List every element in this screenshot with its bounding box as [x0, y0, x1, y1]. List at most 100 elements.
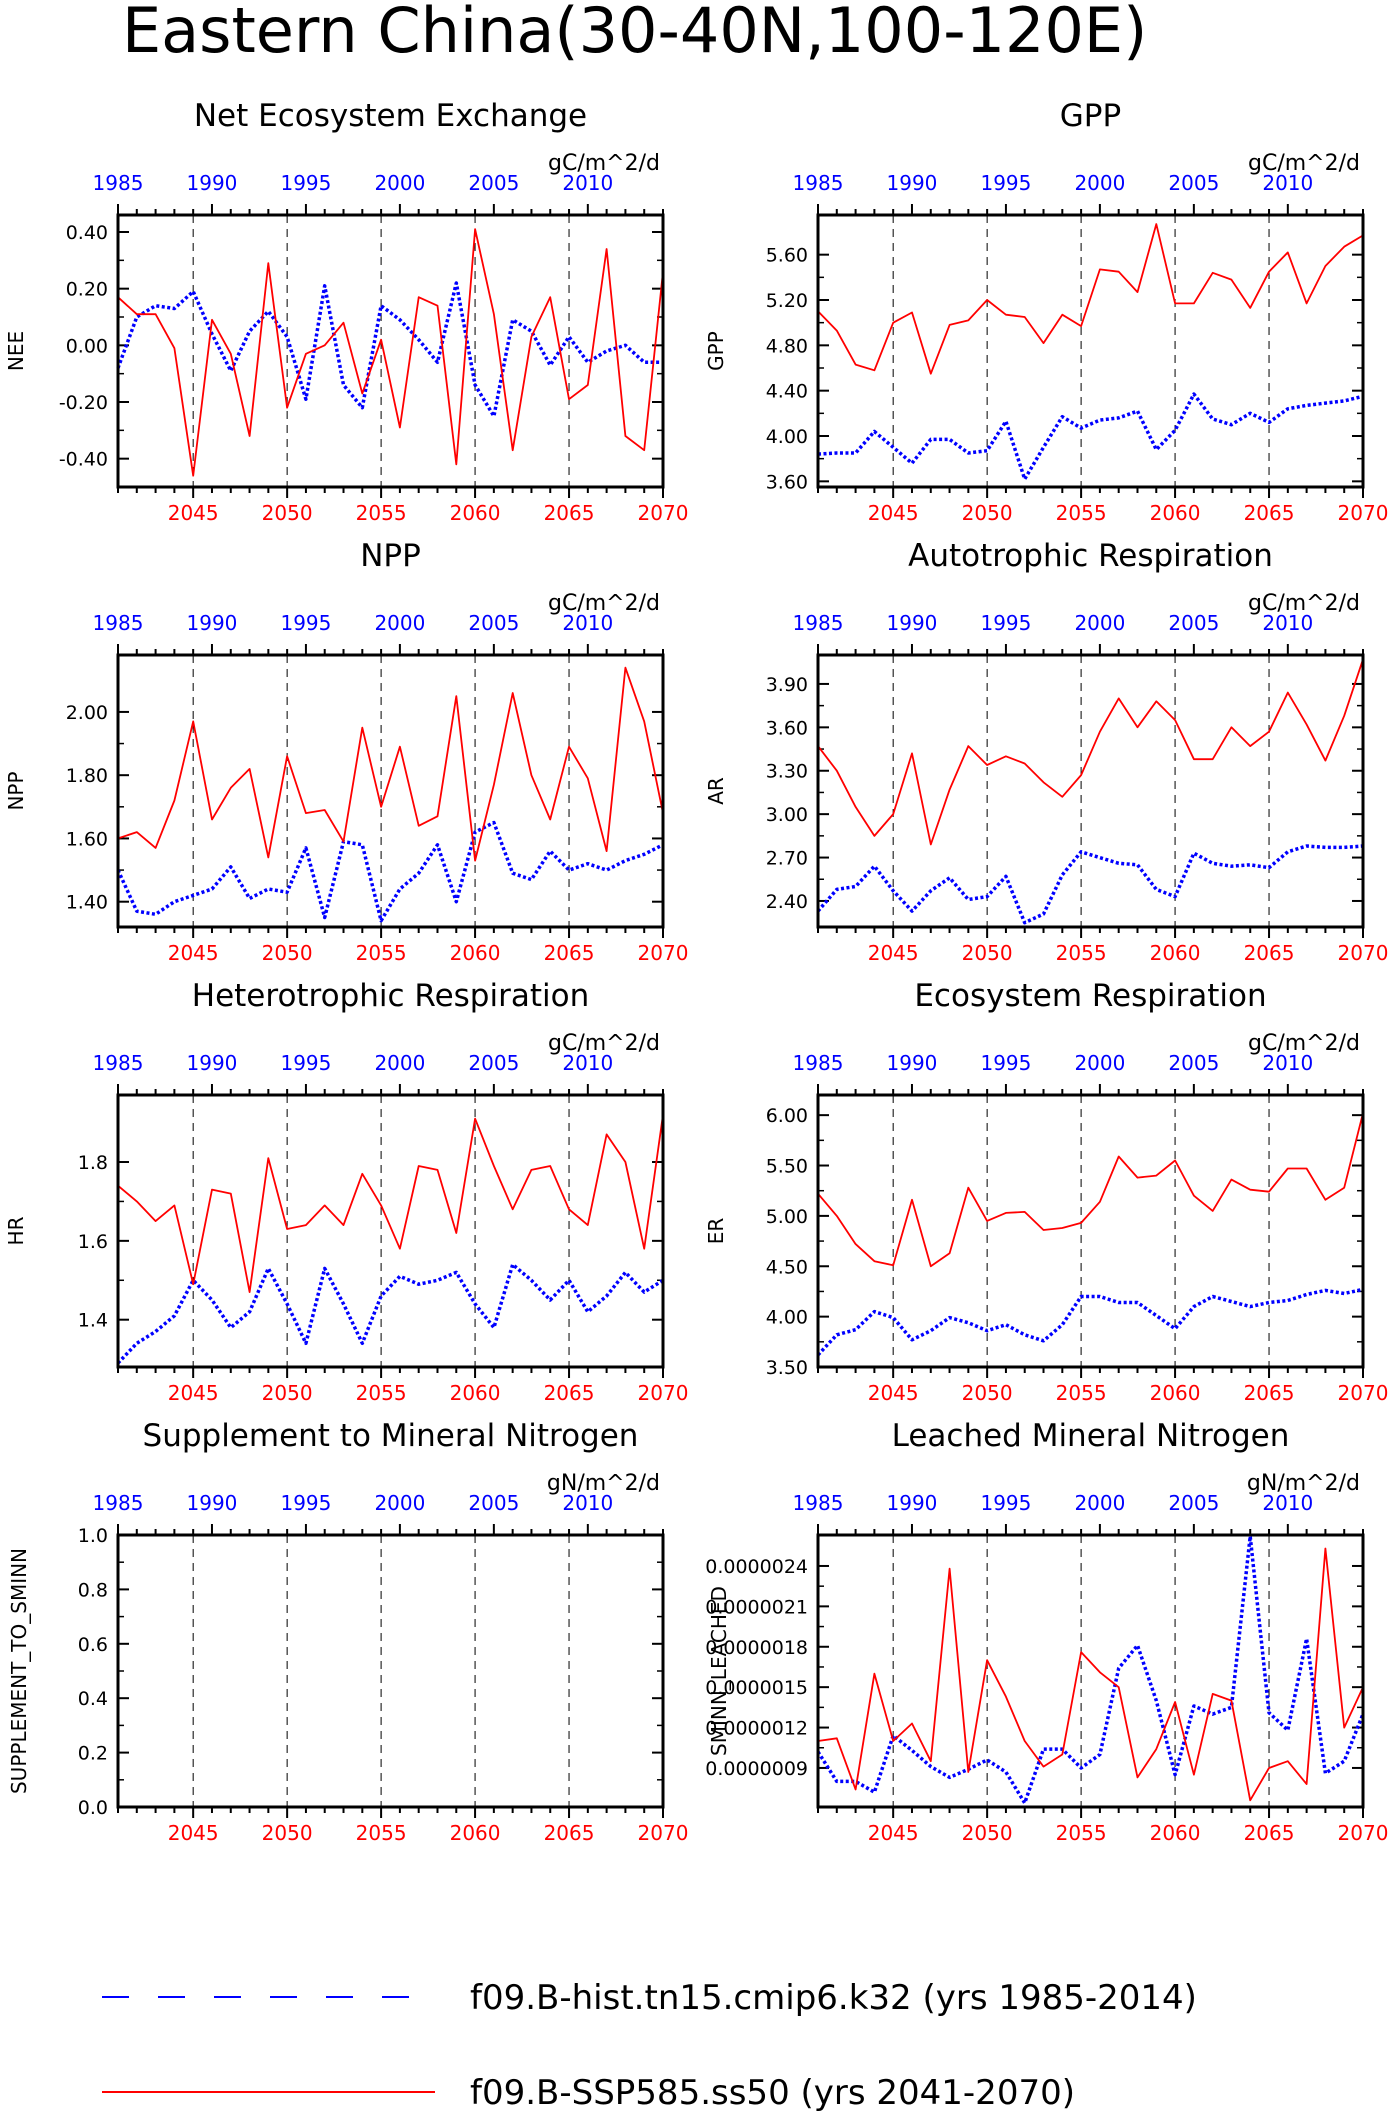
- bottom-tick-label: 2065: [1244, 1381, 1295, 1405]
- top-tick-label: 2005: [1168, 1491, 1219, 1515]
- bottom-tick-label: 2060: [450, 1821, 501, 1845]
- bottom-tick-label: 2065: [1244, 941, 1295, 965]
- top-tick-label: 2005: [468, 611, 519, 635]
- bottom-tick-label: 2070: [638, 1381, 689, 1405]
- y-tick-label: 2.00: [66, 702, 108, 724]
- bottom-tick-label: 2050: [962, 941, 1013, 965]
- plot-frame: [116, 653, 665, 929]
- panel-title: Supplement to Mineral Nitrogen: [143, 1418, 639, 1454]
- y-tick-label: 2.40: [766, 891, 808, 913]
- bottom-tick-label: 2055: [356, 1821, 407, 1845]
- chart-panel: GPP gC/m^2/d 1985 1990 1995 2000 2005 2010 2045 2…: [704, 98, 1388, 525]
- bottom-tick-label: 2070: [638, 501, 689, 525]
- top-tick-label: 2010: [1262, 171, 1313, 195]
- y-tick-label: -0.20: [59, 392, 108, 414]
- top-tick-label: 1985: [93, 611, 144, 635]
- ssp-series-line: [117, 666, 664, 862]
- y-tick-label: 0.8: [78, 1579, 108, 1601]
- y-axis-label: NEE: [4, 331, 28, 371]
- top-tick-label: 2005: [468, 171, 519, 195]
- plot-frame: [816, 213, 1365, 489]
- panel-units: gC/m^2/d: [548, 1031, 660, 1056]
- y-axis-label: AR: [704, 777, 728, 805]
- y-axis-label: SUPPLEMENT_TO_SMINN: [7, 1548, 31, 1794]
- y-tick-label: -0.40: [59, 449, 108, 471]
- bottom-tick-label: 2050: [962, 501, 1013, 525]
- top-tick-label: 2000: [1074, 1051, 1125, 1075]
- bottom-tick-label: 2055: [356, 1381, 407, 1405]
- top-tick-label: 2010: [1262, 611, 1313, 635]
- y-tick-label: 0.6: [78, 1634, 108, 1656]
- y-tick-label: 0.40: [66, 222, 108, 244]
- top-tick-label: 2010: [562, 611, 613, 635]
- top-tick-label: 1995: [280, 1491, 331, 1515]
- bottom-tick-label: 2065: [544, 501, 595, 525]
- top-tick-label: 2000: [1074, 171, 1125, 195]
- y-tick-label: 1.4: [78, 1310, 108, 1332]
- plot-frame: [816, 1093, 1365, 1369]
- bottom-tick-label: 2055: [1056, 1821, 1107, 1845]
- bottom-tick-label: 2050: [262, 1821, 313, 1845]
- panels: Net Ecosystem Exchange gC/m^2/d 1985 1990 19…: [4, 98, 1388, 1845]
- y-tick-label: 2.70: [766, 848, 808, 870]
- panel-title: Net Ecosystem Exchange: [194, 98, 587, 134]
- y-tick-label: 1.0: [78, 1525, 108, 1547]
- y-tick-label: 0.20: [66, 279, 108, 301]
- y-tick-label: 3.90: [766, 674, 808, 696]
- top-tick-label: 1990: [887, 1491, 938, 1515]
- y-tick-label: 0.00: [66, 335, 108, 357]
- plot-frame: [116, 1093, 665, 1369]
- plot-frame: [816, 1533, 1365, 1809]
- bottom-tick-label: 2055: [1056, 501, 1107, 525]
- hist-series-line: [816, 844, 1364, 925]
- bottom-tick-label: 2045: [868, 501, 919, 525]
- top-tick-label: 1990: [187, 1051, 238, 1075]
- plot-frame: [116, 213, 665, 489]
- bottom-tick-label: 2045: [868, 1381, 919, 1405]
- panel-units: gC/m^2/d: [1248, 591, 1360, 616]
- top-tick-label: 1990: [887, 611, 938, 635]
- panel-units: gN/m^2/d: [1247, 1471, 1360, 1496]
- y-tick-label: 0.0: [78, 1797, 108, 1819]
- top-tick-label: 1995: [980, 611, 1031, 635]
- y-tick-label: 4.00: [766, 426, 808, 448]
- top-tick-label: 1995: [980, 1051, 1031, 1075]
- bottom-tick-label: 2065: [544, 1381, 595, 1405]
- y-tick-label: 3.60: [766, 471, 808, 493]
- bottom-tick-label: 2060: [450, 1381, 501, 1405]
- bottom-tick-label: 2060: [450, 501, 501, 525]
- chart-panel: Leached Mineral Nitrogen gN/m^2/d 1985 1990…: [705, 1418, 1388, 1845]
- top-tick-label: 1995: [280, 171, 331, 195]
- bottom-tick-label: 2045: [168, 941, 219, 965]
- plot-frame: [816, 653, 1365, 929]
- y-tick-label: 0.0000009: [705, 1758, 808, 1780]
- y-tick-label: 1.60: [66, 828, 108, 850]
- hist-series-line: [817, 392, 1364, 481]
- top-tick-label: 2000: [374, 611, 425, 635]
- chart-panel: NPP gC/m^2/d 1985 1990 1995 2000 2005 2010 2045 2…: [4, 538, 688, 965]
- panel-title: Heterotrophic Respiration: [192, 978, 589, 1014]
- top-tick-label: 2000: [374, 1491, 425, 1515]
- y-tick-label: 4.50: [766, 1256, 808, 1278]
- legend: f09.B-hist.tn15.cmip6.k32 (yrs 1985-2014…: [102, 1978, 1197, 2113]
- hist-series-line: [816, 1534, 1365, 1805]
- y-tick-label: 5.00: [766, 1206, 808, 1228]
- y-axis-label: HR: [4, 1216, 28, 1245]
- y-tick-label: 6.00: [766, 1105, 808, 1127]
- bottom-tick-label: 2070: [1338, 1381, 1389, 1405]
- figure-title: Eastern China(30-40N,100-120E): [122, 0, 1147, 67]
- top-tick-label: 2000: [374, 171, 425, 195]
- bottom-tick-label: 2060: [1150, 1821, 1201, 1845]
- panel-units: gN/m^2/d: [547, 1471, 660, 1496]
- top-tick-label: 1990: [187, 171, 238, 195]
- bottom-tick-label: 2050: [262, 1381, 313, 1405]
- chart-panel: Net Ecosystem Exchange gC/m^2/d 1985 1990 19…: [4, 98, 688, 525]
- bottom-tick-label: 2050: [262, 941, 313, 965]
- panel-units: gC/m^2/d: [1248, 1031, 1360, 1056]
- panel-units: gC/m^2/d: [548, 151, 660, 176]
- y-axis-label: ER: [704, 1218, 728, 1245]
- bottom-tick-label: 2055: [1056, 941, 1107, 965]
- panel-units: gC/m^2/d: [1248, 151, 1360, 176]
- y-tick-label: 3.50: [766, 1357, 808, 1379]
- bottom-tick-label: 2050: [962, 1821, 1013, 1845]
